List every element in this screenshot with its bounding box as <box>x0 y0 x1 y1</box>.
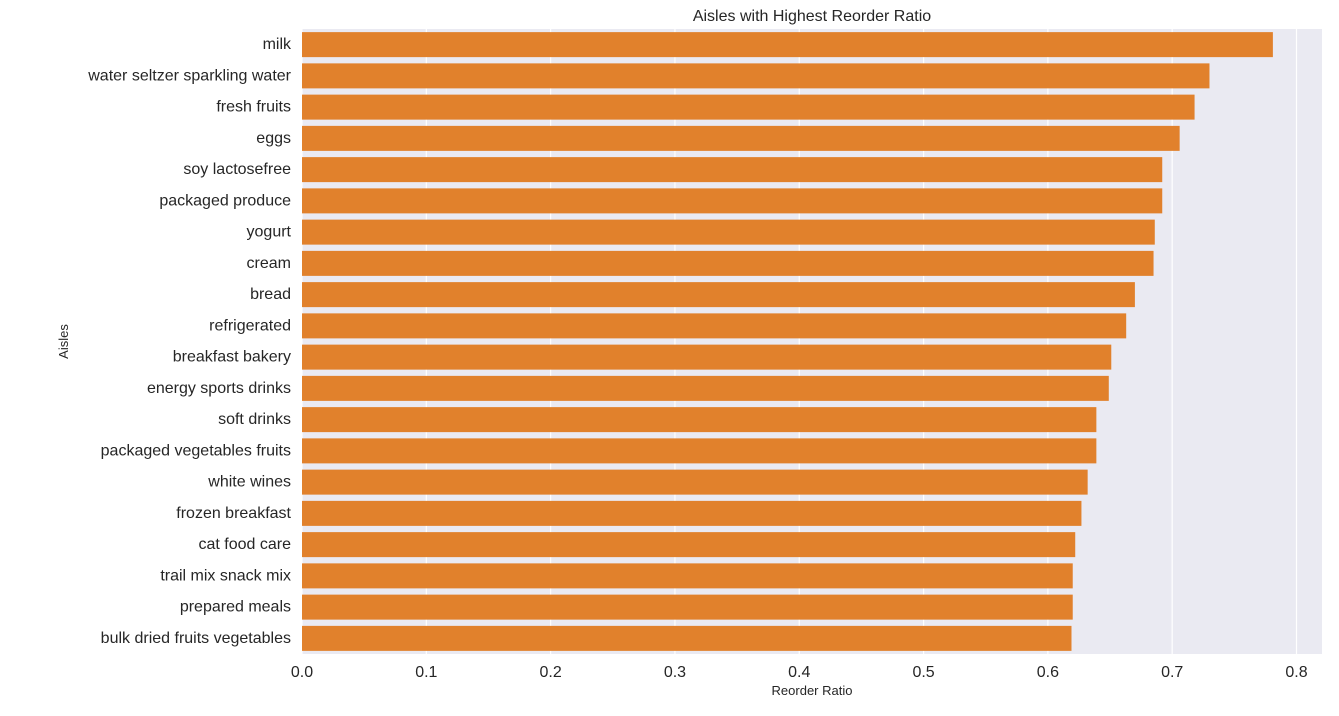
x-tick-label: 0.3 <box>664 664 686 681</box>
bar <box>302 125 1180 151</box>
y-tick-label: soy lactosefree <box>183 161 291 178</box>
bar <box>302 469 1088 495</box>
bar <box>302 32 1273 58</box>
bar <box>302 375 1109 401</box>
y-tick-label: eggs <box>256 130 291 147</box>
bar <box>302 250 1154 276</box>
plot-area <box>302 29 1322 654</box>
bars <box>302 32 1273 651</box>
x-tick-label: 0.4 <box>788 664 810 681</box>
y-axis-label: Aisles <box>56 324 71 359</box>
x-axis-label: Reorder Ratio <box>772 683 853 698</box>
x-tick-label: 0.1 <box>415 664 437 681</box>
y-tick-label: breakfast bakery <box>173 349 291 366</box>
y-tick-labels: milk water seltzer sparkling water fresh f… <box>87 36 292 647</box>
y-tick-label: cream <box>247 255 291 272</box>
x-tick-label: 0.7 <box>1161 664 1183 681</box>
bar <box>302 594 1073 620</box>
bar <box>302 63 1210 89</box>
y-tick-label: packaged vegetables fruits <box>101 442 291 459</box>
x-tick-labels: 0.0 0.1 0.2 0.3 0.4 0.5 0.6 0.7 0.8 <box>291 664 1308 681</box>
x-tick-label: 0.2 <box>540 664 562 681</box>
x-tick-label: 0.5 <box>912 664 934 681</box>
y-tick-label: water seltzer sparkling water <box>87 67 291 84</box>
bar <box>302 188 1163 214</box>
y-tick-label: energy sports drinks <box>147 380 291 397</box>
bar <box>302 532 1076 558</box>
y-tick-label: refrigerated <box>209 317 291 334</box>
bar <box>302 407 1097 433</box>
y-tick-label: bulk dried fruits vegetables <box>101 630 291 647</box>
bar <box>302 282 1135 308</box>
y-tick-label: prepared meals <box>180 599 291 616</box>
bar <box>302 313 1127 339</box>
chart-title: Aisles with Highest Reorder Ratio <box>693 8 931 25</box>
y-tick-label: bread <box>250 286 291 303</box>
x-tick-label: 0.0 <box>291 664 313 681</box>
y-tick-label: fresh fruits <box>216 99 291 116</box>
x-tick-label: 0.6 <box>1037 664 1059 681</box>
y-tick-label: soft drinks <box>218 411 291 428</box>
bar <box>302 94 1195 120</box>
y-tick-label: packaged produce <box>159 192 291 209</box>
y-tick-label: frozen breakfast <box>176 505 291 522</box>
bar <box>302 219 1155 245</box>
bar <box>302 438 1097 464</box>
y-tick-label: white wines <box>207 474 291 491</box>
x-tick-label: 0.8 <box>1285 664 1307 681</box>
bar <box>302 625 1072 651</box>
y-tick-label: trail mix snack mix <box>160 567 291 584</box>
y-tick-label: yogurt <box>247 224 292 241</box>
y-tick-label: milk <box>263 36 292 53</box>
bar <box>302 344 1112 370</box>
y-tick-label: cat food care <box>199 536 292 553</box>
bar <box>302 563 1073 589</box>
bar <box>302 500 1082 526</box>
bar <box>302 157 1163 183</box>
